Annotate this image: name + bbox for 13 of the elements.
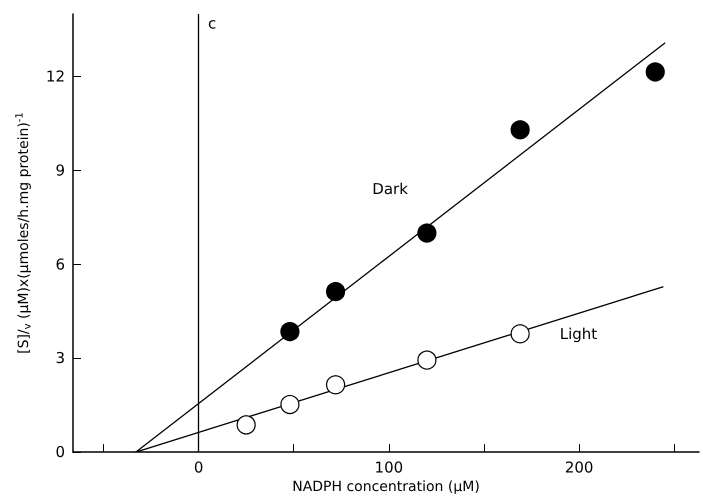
annotation: c — [208, 14, 216, 32]
text: Light — [560, 324, 598, 343]
x-tick-label: 0 — [194, 458, 204, 477]
y-tick-label: 3 — [55, 349, 65, 368]
text: Dark — [372, 180, 408, 198]
y-tick-label: 12 — [46, 68, 65, 86]
y-axis-title: [S]/v (μM)x(μmoles/h.mg protein)-1 — [14, 112, 34, 354]
x-tick-label: 200 — [564, 458, 594, 477]
x-tick-label: 100 — [374, 458, 404, 477]
x-axis-title: NADPH concentration (μM) — [292, 479, 480, 495]
y-tick-label: 0 — [55, 443, 65, 462]
y-tick-label: 6 — [55, 255, 65, 274]
y-tick-label: 9 — [55, 161, 65, 180]
